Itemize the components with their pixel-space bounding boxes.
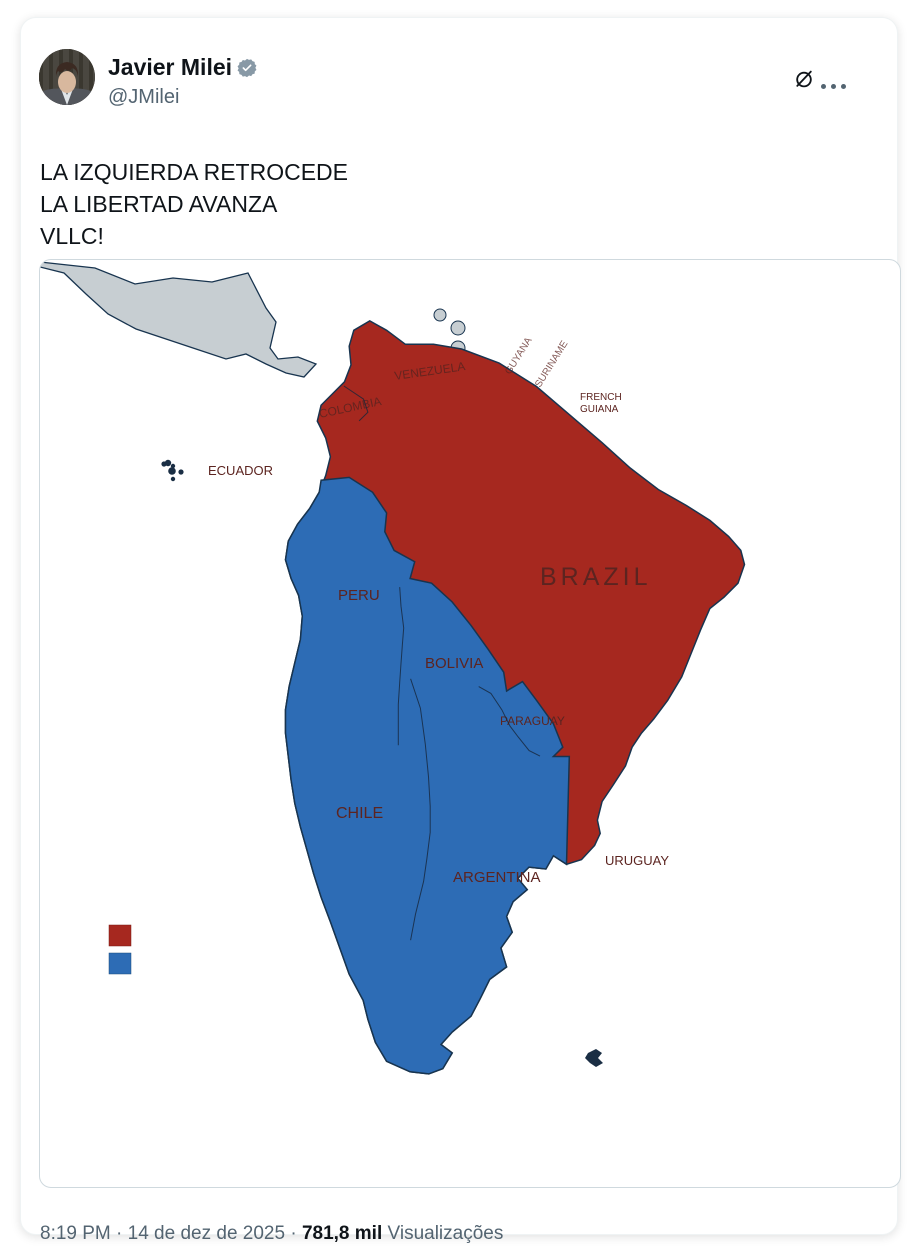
svg-text:ECUADOR: ECUADOR (208, 463, 273, 478)
svg-text:CHILE: CHILE (336, 805, 383, 822)
svg-text:ARGENTINA: ARGENTINA (453, 869, 541, 886)
svg-text:SURINAME: SURINAME (533, 339, 570, 390)
svg-text:URUGUAY: URUGUAY (605, 853, 669, 868)
svg-text:FRENCH: FRENCH (580, 392, 622, 403)
svg-text:BRAZIL: BRAZIL (540, 563, 652, 591)
svg-text:PERU: PERU (338, 587, 380, 604)
svg-text:BOLIVIA: BOLIVIA (425, 655, 483, 672)
svg-text:GUYANA: GUYANA (503, 335, 534, 376)
svg-text:GUIANA: GUIANA (580, 404, 619, 415)
